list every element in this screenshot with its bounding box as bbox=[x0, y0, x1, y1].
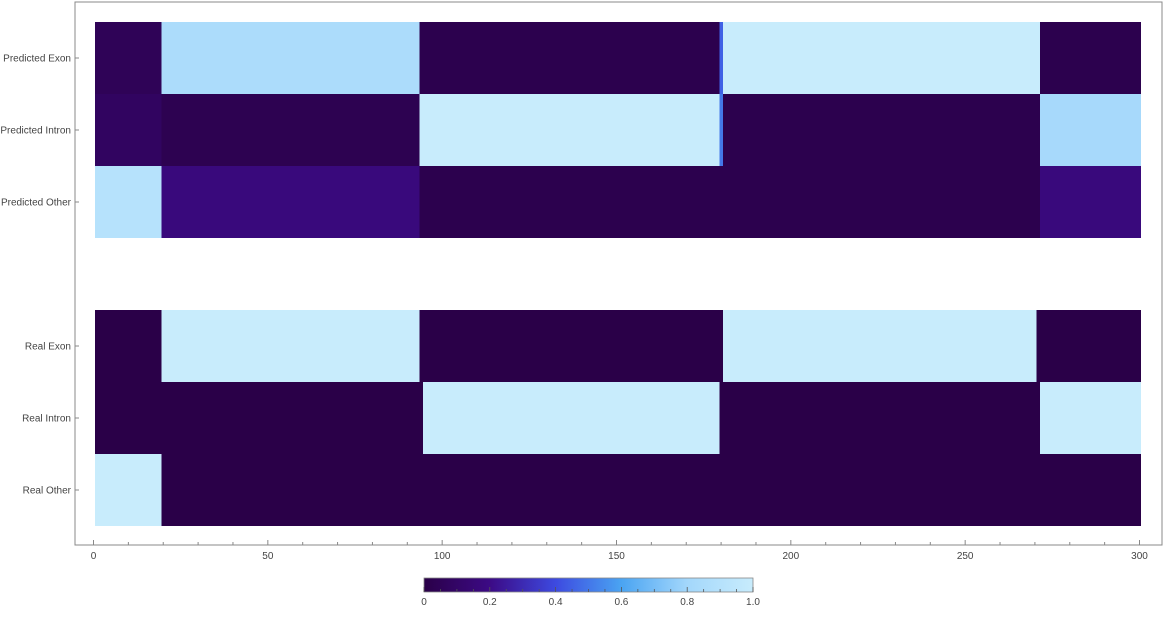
colorbar-tick-label: 0.8 bbox=[680, 597, 694, 608]
heatmap-cell bbox=[161, 454, 1142, 526]
heatmap-cell bbox=[95, 22, 162, 94]
row-label: Predicted Intron bbox=[0, 126, 71, 137]
heatmap-cell bbox=[719, 382, 1041, 454]
heatmap-cells bbox=[95, 22, 1142, 526]
x-tick-label: 100 bbox=[434, 551, 451, 562]
heatmap-cell bbox=[95, 166, 162, 238]
colorbar-tick-label: 0.6 bbox=[614, 597, 628, 608]
colorbar-tick-label: 0.4 bbox=[549, 597, 563, 608]
heatmap-cell bbox=[161, 22, 420, 94]
heatmap-cell bbox=[161, 166, 420, 238]
heatmap-cell bbox=[419, 94, 720, 166]
x-tick-label: 300 bbox=[1131, 551, 1148, 562]
x-tick-label: 50 bbox=[262, 551, 274, 562]
heatmap-cell bbox=[722, 166, 1041, 238]
colorbar: 0 0.2 0.4 0.6 0.8 1.0 bbox=[421, 577, 760, 608]
heatmap-cell bbox=[419, 310, 723, 382]
heatmap-cell bbox=[419, 166, 720, 238]
row-label: Predicted Exon bbox=[3, 54, 71, 65]
heatmap-cell bbox=[1040, 382, 1142, 454]
heatmap-cell bbox=[719, 94, 723, 166]
heatmap-cell bbox=[722, 310, 1037, 382]
heatmap-cell bbox=[722, 94, 1041, 166]
heatmap-cell bbox=[1040, 166, 1142, 238]
colorbar-tick-label: 0.2 bbox=[483, 597, 497, 608]
x-tick-label: 150 bbox=[608, 551, 625, 562]
heatmap-cell bbox=[722, 22, 1041, 94]
heatmap-cell bbox=[95, 310, 162, 382]
row-label: Real Intron bbox=[22, 414, 71, 425]
heatmap-cell bbox=[1040, 94, 1142, 166]
heatmap-cell bbox=[1040, 22, 1142, 94]
x-tick-label: 250 bbox=[957, 551, 974, 562]
heatmap-cell bbox=[161, 310, 420, 382]
heatmap-cell bbox=[719, 166, 723, 238]
heatmap-cell bbox=[95, 382, 423, 454]
colorbar-tick-label: 0 bbox=[421, 597, 427, 608]
heatmap-cell bbox=[719, 22, 723, 94]
heatmap-cell bbox=[95, 454, 162, 526]
row-label: Predicted Other bbox=[1, 198, 72, 209]
row-labels: Predicted Exon Predicted Intron Predicted … bbox=[0, 54, 79, 497]
colorbar-tick-label: 1.0 bbox=[746, 597, 760, 608]
heatmap-cell bbox=[419, 22, 720, 94]
heatmap-cell bbox=[422, 382, 720, 454]
row-label: Real Other bbox=[23, 486, 72, 497]
row-label: Real Exon bbox=[25, 342, 71, 353]
x-tick-label: 200 bbox=[782, 551, 799, 562]
x-tick-label: 0 bbox=[91, 551, 97, 562]
heatmap-cell bbox=[95, 94, 162, 166]
heatmap-cell bbox=[1036, 310, 1142, 382]
heatmap-cell bbox=[161, 94, 420, 166]
x-axis: 0 50 100 150 200 250 300 bbox=[91, 540, 1148, 562]
